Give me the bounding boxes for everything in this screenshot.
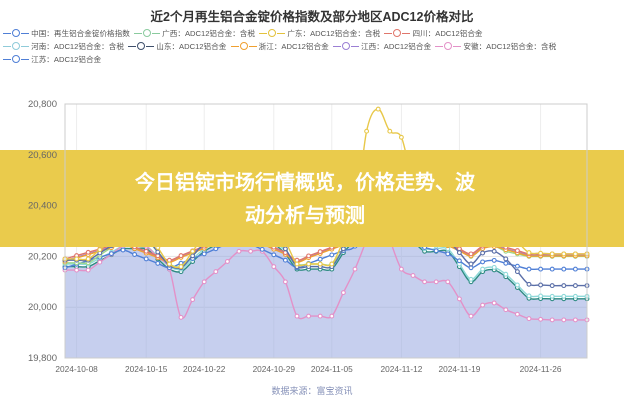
svg-text:2024-11-12: 2024-11-12 [380, 364, 422, 374]
svg-text:20,800: 20,800 [28, 99, 57, 110]
svg-text:19,800: 19,800 [28, 353, 57, 364]
svg-text:2024-11-19: 2024-11-19 [438, 364, 480, 374]
svg-text:2024-11-05: 2024-11-05 [311, 364, 353, 374]
svg-text:2024-10-22: 2024-10-22 [183, 364, 226, 374]
svg-text:2024-10-15: 2024-10-15 [125, 364, 168, 374]
svg-text:2024-11-26: 2024-11-26 [520, 364, 562, 374]
svg-text:20,000: 20,000 [28, 302, 57, 313]
svg-text:2024-10-29: 2024-10-29 [253, 364, 296, 374]
svg-text:2024-10-08: 2024-10-08 [55, 364, 98, 374]
svg-text:20,200: 20,200 [28, 251, 57, 262]
